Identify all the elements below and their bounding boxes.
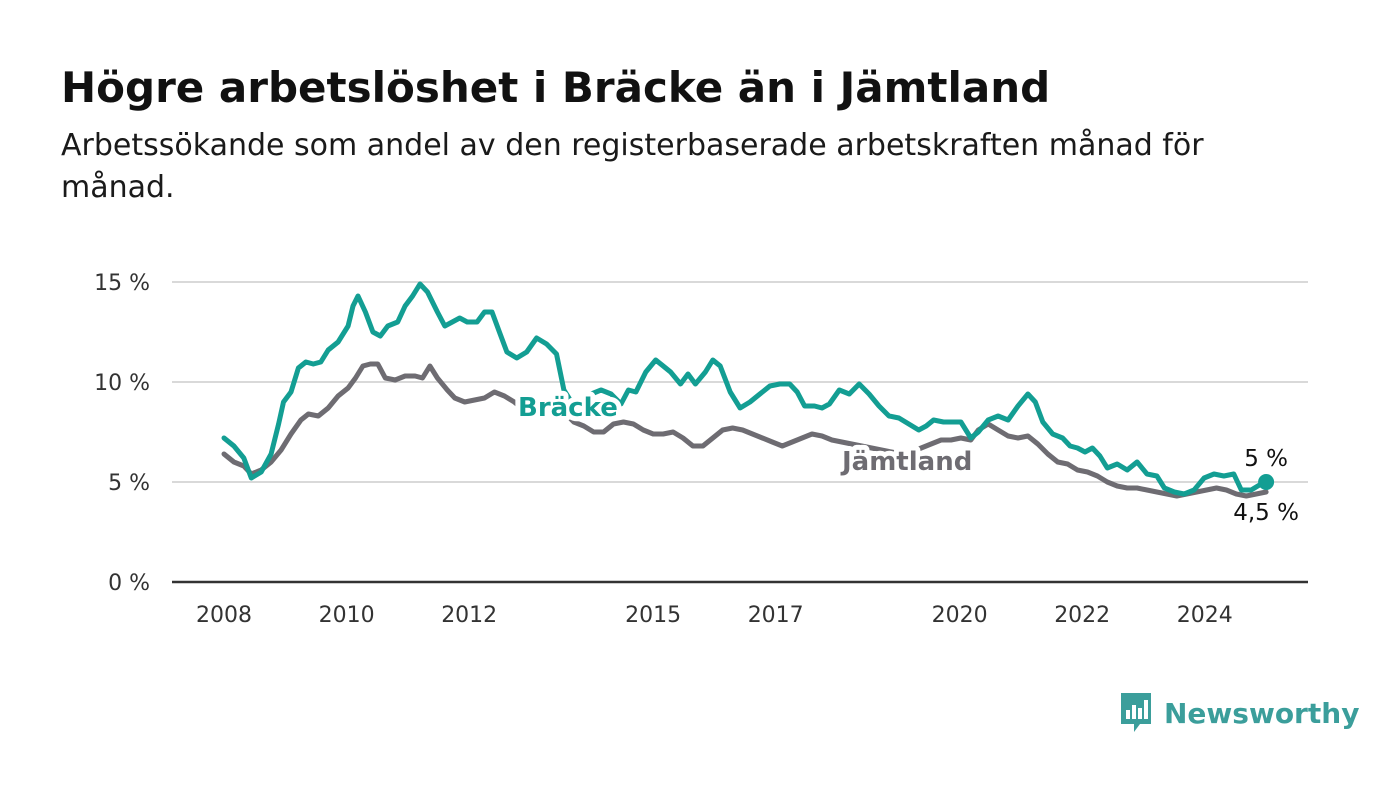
series-lines bbox=[221, 281, 1269, 499]
chart-subtitle: Arbetssökande som andel av den registerb… bbox=[61, 128, 1204, 205]
end-value-bracke: 5 % bbox=[1244, 446, 1288, 472]
y-axis-ticks: 0 % 5 % 10 % 15 % bbox=[94, 271, 150, 596]
series-label-jamtland: Jämtland bbox=[840, 447, 972, 477]
x-tick-label: 2015 bbox=[625, 603, 681, 628]
end-point-marker bbox=[1258, 474, 1275, 490]
x-tick-label: 2024 bbox=[1177, 603, 1233, 628]
chart-title: Högre arbetslöshet i Bräcke än i Jämtlan… bbox=[61, 63, 1051, 112]
series-labels: Bräcke Jämtland 5 % 4,5 % bbox=[513, 388, 1299, 526]
newsworthy-logo: Newsworthy bbox=[1118, 690, 1359, 736]
series-line-jamtland bbox=[221, 361, 1269, 499]
x-tick-label: 2008 bbox=[196, 603, 252, 628]
y-tick-label: 5 % bbox=[108, 471, 150, 496]
newsworthy-chart-icon bbox=[1121, 693, 1151, 732]
x-tick-label: 2012 bbox=[441, 603, 497, 628]
y-tick-label: 10 % bbox=[94, 371, 150, 396]
y-tick-label: 15 % bbox=[94, 271, 150, 296]
x-tick-label: 2017 bbox=[748, 603, 804, 628]
end-value-jamtland: 4,5 % bbox=[1233, 500, 1299, 526]
gridlines bbox=[172, 281, 1308, 483]
series-line-bracke bbox=[221, 281, 1269, 497]
y-tick-label: 0 % bbox=[108, 571, 150, 596]
x-tick-label: 2020 bbox=[932, 603, 988, 628]
brand-name: Newsworthy bbox=[1164, 696, 1360, 730]
x-axis-ticks: 2008 2010 2012 2015 2017 2020 2022 2024 bbox=[196, 603, 1233, 628]
series-label-bracke: Bräcke bbox=[518, 393, 618, 423]
x-tick-label: 2010 bbox=[319, 603, 375, 628]
x-tick-label: 2022 bbox=[1054, 603, 1110, 628]
